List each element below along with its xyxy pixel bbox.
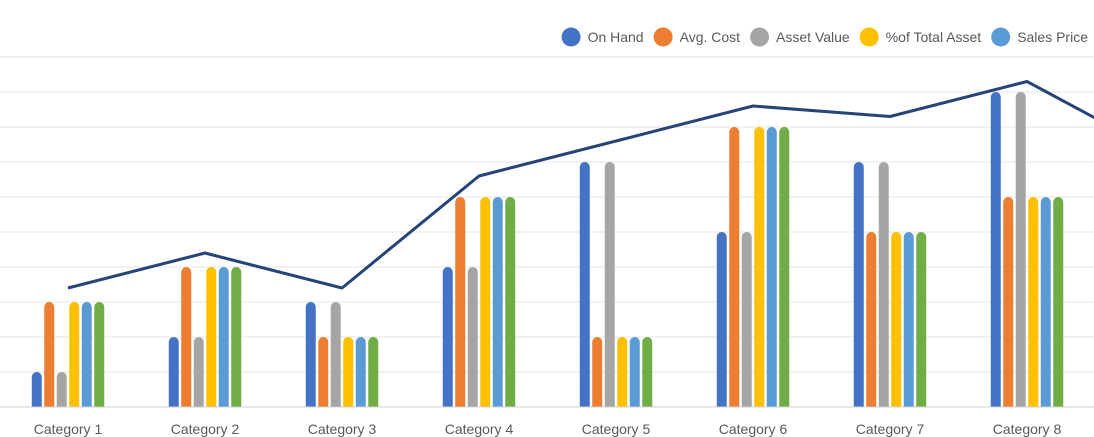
legend-label: %of Total Asset (886, 29, 982, 45)
legend-item: Sales Price (991, 27, 1088, 47)
bar (579, 162, 590, 412)
bar (330, 302, 341, 412)
bar (231, 267, 242, 412)
legend-item: %of Total Asset (859, 27, 982, 47)
bar (1053, 197, 1064, 412)
bar (903, 232, 914, 412)
bar (741, 232, 752, 412)
bar (866, 232, 877, 412)
bar (467, 267, 478, 412)
x-tick-label: Category 1 (34, 421, 103, 437)
bar (44, 302, 55, 412)
bar (716, 232, 727, 412)
bar-group (442, 197, 516, 412)
bar (505, 197, 516, 412)
bar-group (716, 127, 790, 412)
trend-line-path (67, 80, 1094, 290)
legend-item: Asset Value (750, 27, 850, 47)
bar (754, 127, 765, 412)
bar (629, 337, 640, 412)
bar (94, 302, 105, 412)
bar-group (853, 162, 927, 412)
bar (916, 232, 927, 412)
legend-label: On Hand (588, 29, 644, 45)
bar (168, 337, 179, 412)
legend: On Hand Avg. Cost Asset Value %of Total Ass… (561, 27, 1088, 47)
bar (31, 372, 42, 412)
gridlines (0, 56, 1094, 408)
legend-item: Avg. Cost (653, 27, 741, 47)
x-tick-label: Category 7 (856, 421, 925, 437)
bar (1015, 92, 1026, 412)
x-tick-label: Category 4 (445, 421, 514, 437)
legend-label: Avg. Cost (680, 29, 741, 45)
bar (368, 337, 379, 412)
x-tick-label: Category 8 (993, 421, 1062, 437)
bar (81, 302, 92, 412)
bar (1028, 197, 1039, 412)
bar-group (31, 302, 105, 412)
x-tick-label: Category 2 (171, 421, 240, 437)
legend-marker (653, 27, 673, 47)
bar (990, 92, 1001, 412)
x-tick-label: Category 6 (719, 421, 788, 437)
bar (878, 162, 889, 412)
bar (318, 337, 329, 412)
legend-item: On Hand (561, 27, 644, 47)
bar (343, 337, 354, 412)
bar (1040, 197, 1051, 412)
x-axis-ticks: Category 1 Category 2 Category 3 Category 4… (34, 421, 1062, 437)
legend-label: Asset Value (776, 29, 850, 45)
x-tick-label: Category 3 (308, 421, 377, 437)
bar (455, 197, 466, 412)
bar (218, 267, 229, 412)
bar (355, 337, 366, 412)
trend-line (67, 80, 1094, 290)
bar (617, 337, 628, 412)
legend-marker (561, 27, 581, 47)
bar-group (168, 267, 242, 412)
legend-marker (991, 27, 1011, 47)
bar (305, 302, 316, 412)
baseline-mask (0, 407, 1094, 416)
bar (206, 267, 217, 412)
bar (1003, 197, 1014, 412)
bar-group (579, 162, 653, 412)
legend-label: Sales Price (1017, 29, 1088, 45)
bar (729, 127, 740, 412)
legend-marker (750, 27, 770, 47)
bar (604, 162, 615, 412)
bar (766, 127, 777, 412)
bar-group (990, 92, 1064, 412)
bar (891, 232, 902, 412)
bar (592, 337, 603, 412)
bar (642, 337, 653, 412)
bar-group (305, 302, 379, 412)
bar (480, 197, 491, 412)
bar (69, 302, 80, 412)
bar (181, 267, 192, 412)
bar (442, 267, 453, 412)
bar (193, 337, 204, 412)
legend-marker (859, 27, 879, 47)
bar (56, 372, 67, 412)
x-tick-label: Category 5 (582, 421, 651, 437)
bar (853, 162, 864, 412)
bar (492, 197, 503, 412)
bars (0, 92, 1094, 416)
bar (779, 127, 790, 412)
